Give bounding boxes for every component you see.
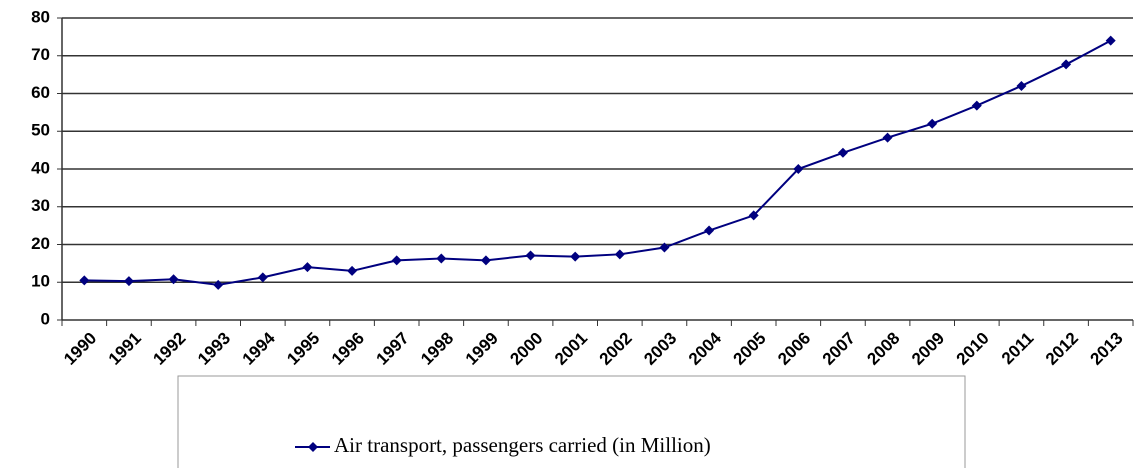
legend-box: [177, 375, 966, 468]
y-tick-label: 50: [31, 121, 50, 140]
point: [168, 274, 179, 285]
x-tick-label: 2012: [1042, 329, 1082, 369]
point: [79, 275, 90, 286]
x-tick-label: 1990: [60, 329, 100, 369]
series-line: [84, 39, 1112, 286]
x-tick-label: 1992: [149, 329, 189, 369]
point: [123, 276, 134, 287]
x-tick-label: 1998: [417, 329, 457, 369]
point: [793, 164, 804, 174]
point: [971, 100, 982, 111]
y-tick-label: 10: [31, 272, 50, 291]
y-tick-label: 60: [31, 83, 50, 102]
x-tick-label: 2001: [551, 329, 591, 369]
point: [570, 251, 581, 262]
x-tick-label: 2006: [774, 329, 814, 369]
x-tick-label: 1996: [328, 329, 368, 369]
point: [436, 253, 447, 264]
y-tick-label: 20: [31, 234, 50, 253]
x-tick-label: 2007: [819, 329, 859, 369]
x-tick-label: 1997: [373, 329, 413, 369]
point: [347, 265, 358, 276]
x-tick-label: 1993: [194, 329, 234, 369]
y-tick-label: 40: [31, 158, 50, 177]
point: [213, 279, 224, 290]
point: [837, 147, 848, 158]
point: [257, 272, 268, 283]
point: [614, 249, 625, 260]
point: [302, 262, 313, 273]
y-tick-label: 80: [31, 7, 50, 26]
point: [1105, 35, 1116, 46]
point: [525, 250, 536, 261]
x-tick-label: 2009: [908, 329, 948, 369]
point: [748, 210, 759, 221]
point: [1061, 59, 1072, 70]
x-tick-label: 1995: [283, 329, 323, 369]
point: [882, 132, 893, 143]
point: [391, 255, 402, 266]
x-tick-label: 2004: [685, 328, 726, 369]
legend-marker: [308, 442, 318, 452]
x-tick-label: 1991: [105, 329, 145, 369]
x-tick-label: 2003: [640, 329, 680, 369]
x-tick-label: 2002: [596, 329, 636, 369]
legend-label: Air transport, passengers carried (in Mi…: [334, 433, 711, 457]
y-tick-label: 70: [31, 45, 50, 64]
x-tick-label: 2013: [1087, 329, 1127, 369]
x-tick-label: 2010: [953, 329, 993, 369]
y-tick-label: 0: [41, 309, 50, 328]
point: [1016, 80, 1027, 91]
x-tick-label: 2008: [863, 329, 903, 369]
x-tick-label: 1999: [462, 329, 502, 369]
point: [659, 242, 670, 253]
x-tick-label: 2005: [730, 329, 770, 369]
point: [480, 255, 491, 266]
x-tick-label: 2011: [998, 329, 1038, 369]
point: [927, 118, 938, 129]
point: [704, 225, 715, 236]
x-tick-label: 2000: [506, 329, 546, 369]
y-tick-label: 30: [31, 196, 50, 215]
x-tick-label: 1994: [239, 328, 280, 369]
